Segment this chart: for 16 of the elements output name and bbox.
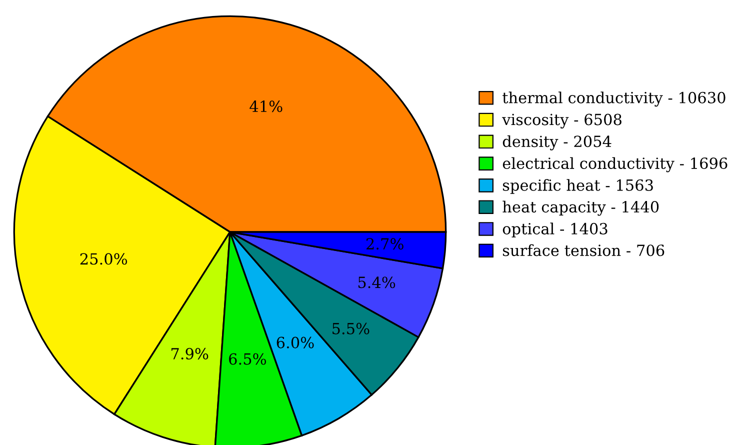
data-label: 5.4% <box>358 276 396 288</box>
legend-label: thermal conductivity - 10630 <box>502 92 726 107</box>
legend-label: optical - 1403 <box>502 222 608 238</box>
legend-label: specific heat - 1563 <box>502 179 653 194</box>
data-label: 7.9% <box>171 348 208 360</box>
data-label: 6.0% <box>276 336 314 348</box>
legend-label: density - 2054 <box>502 135 612 150</box>
data-label: 25.0% <box>80 253 128 265</box>
data-label: 2.7% <box>366 238 404 250</box>
legend-label: heat capacity - 1440 <box>502 200 659 216</box>
data-label: 6.5% <box>229 353 266 365</box>
data-label: 5.5% <box>332 322 370 334</box>
legend-label: viscosity - 6508 <box>502 114 622 128</box>
data-label: 41% <box>250 100 282 112</box>
legend-label: surface tension - 706 <box>502 244 664 256</box>
legend-label: electrical conductivity - 1696 <box>502 157 728 172</box>
